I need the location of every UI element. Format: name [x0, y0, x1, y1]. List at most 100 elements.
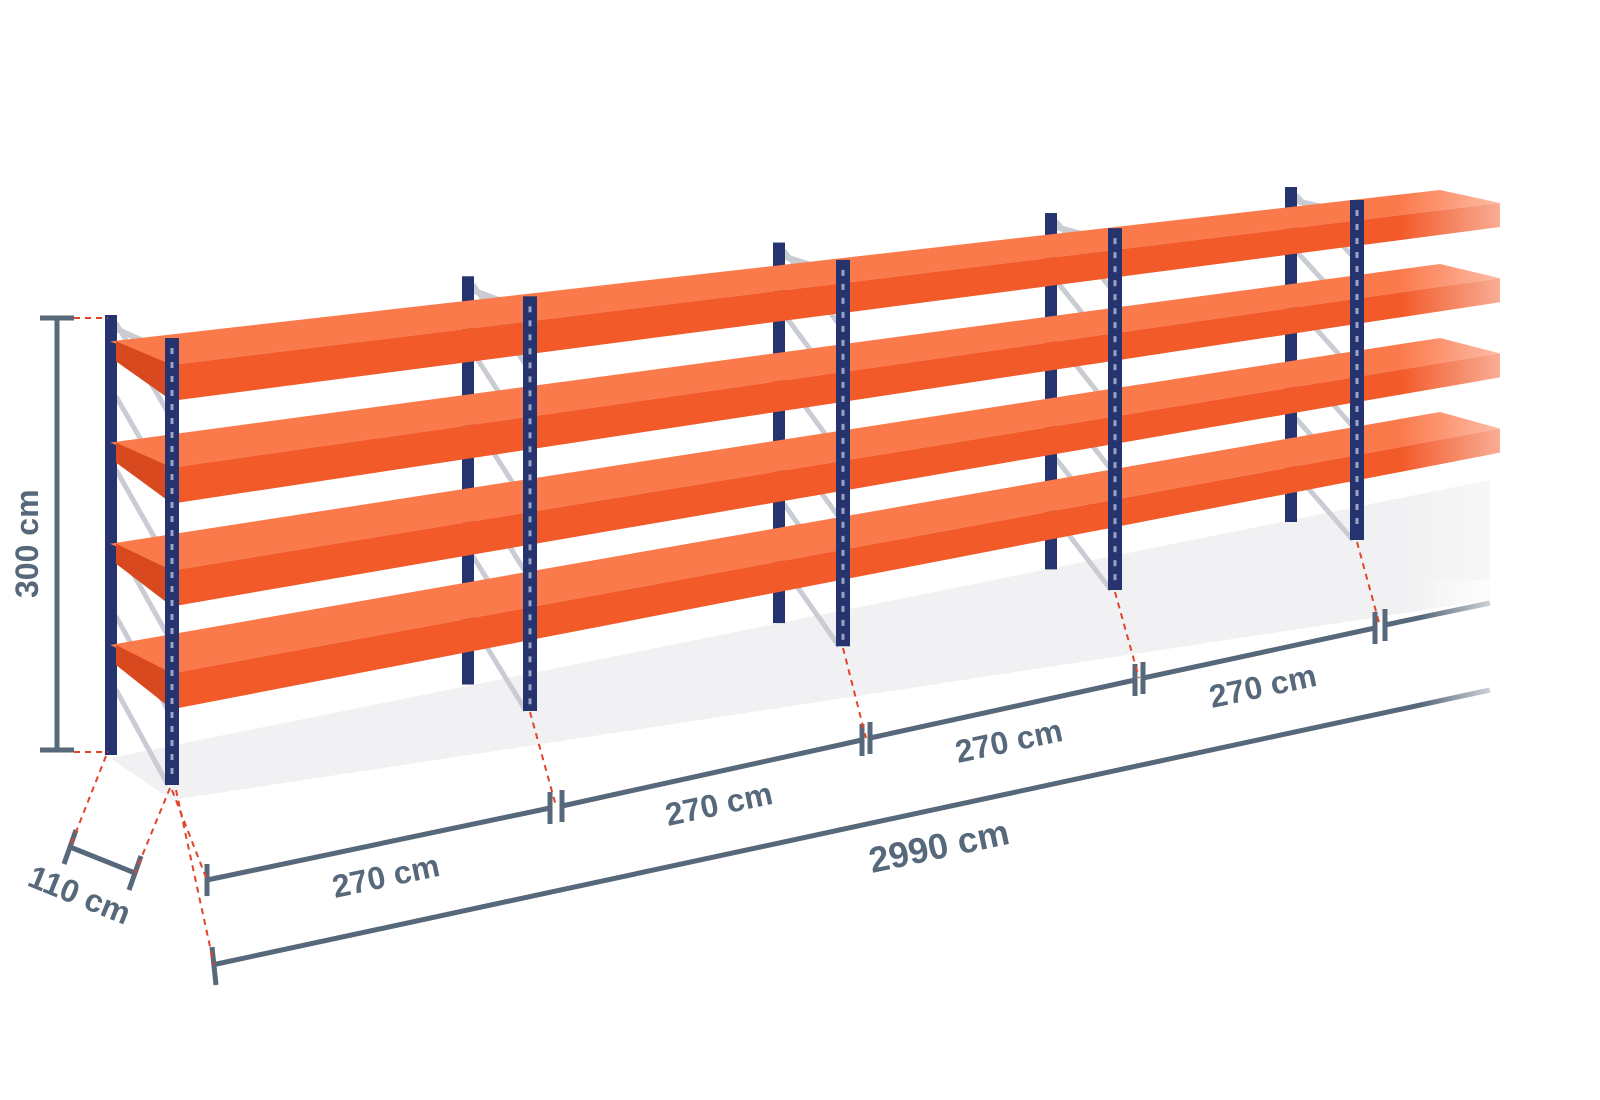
upright-slot	[841, 563, 845, 570]
upright-slot	[1113, 364, 1117, 371]
upright-slot	[170, 642, 174, 648]
upright-slot	[1113, 504, 1117, 511]
upright-slot	[528, 418, 532, 425]
dimension-fade-overlay	[1420, 580, 1520, 730]
upright-slot	[528, 474, 532, 481]
bay-label-4: 270 cm	[1206, 657, 1320, 715]
upright-slot	[1355, 224, 1359, 230]
upright-slot	[1355, 378, 1359, 384]
upright-slot	[170, 474, 174, 480]
shelf-side-beam-level-4	[116, 645, 172, 710]
upright-slot	[528, 670, 532, 677]
bay-label-1: 270 cm	[329, 847, 443, 905]
upright-slot	[170, 516, 174, 522]
leader-dashed-line	[529, 711, 557, 807]
bay-label-2: 270 cm	[662, 775, 776, 833]
upright-slot	[170, 754, 174, 760]
upright-slot	[170, 614, 174, 620]
upright-slot	[170, 376, 174, 382]
upright-slot	[841, 549, 845, 556]
upright-slot	[528, 628, 532, 635]
upright-slot	[528, 516, 532, 523]
shelf-deck-level-3	[110, 337, 1500, 571]
upright-slot	[528, 362, 532, 369]
upright-slot	[170, 768, 174, 774]
upright-slot	[170, 726, 174, 732]
upright-slot	[841, 619, 845, 626]
upright-slot	[1355, 462, 1359, 468]
upright-slot	[528, 334, 532, 341]
upright-slot	[1355, 308, 1359, 314]
upright-slot	[170, 530, 174, 536]
upright-slot	[841, 605, 845, 612]
upright-slot	[528, 376, 532, 383]
upright-slot	[1355, 350, 1359, 356]
upright-slot	[170, 488, 174, 494]
upright-slot	[1113, 490, 1117, 497]
upright-slot	[841, 633, 845, 640]
upright-slot	[1113, 378, 1117, 385]
upright-slot	[1113, 434, 1117, 441]
upright-slot	[1113, 420, 1117, 427]
upright-slot	[1113, 406, 1117, 413]
upright-slot	[841, 577, 845, 584]
upright-slot	[841, 521, 845, 528]
upright-slot	[1113, 476, 1117, 483]
upright-slot	[841, 283, 845, 290]
upright-slot	[841, 465, 845, 472]
upright-slot	[841, 367, 845, 374]
upright-slot	[1355, 504, 1359, 510]
upright-slot	[1113, 462, 1117, 469]
upright-slot	[528, 684, 532, 691]
upright-slot	[1355, 448, 1359, 454]
upright-slot	[841, 507, 845, 514]
upright-slot	[528, 404, 532, 411]
total-tick-left	[209, 946, 219, 986]
upright-slot	[528, 656, 532, 663]
upright-slot	[841, 325, 845, 332]
upright-slot	[1355, 280, 1359, 286]
upright-slot	[1355, 252, 1359, 258]
shelf-side-beam-level-3	[116, 543, 172, 607]
upright-slot	[1355, 476, 1359, 482]
upright-slot	[528, 348, 532, 355]
upright-slot	[170, 362, 174, 368]
upright-slot	[528, 460, 532, 467]
upright-slot	[1113, 448, 1117, 455]
upright-slot	[170, 572, 174, 578]
upright-slot	[528, 642, 532, 649]
upright-slot	[528, 544, 532, 551]
upright-slot	[1355, 406, 1359, 412]
upright-slot	[170, 698, 174, 704]
upright-slot	[170, 558, 174, 564]
upright-slot	[1113, 238, 1117, 245]
upright-slot	[841, 297, 845, 304]
upright-slot	[841, 437, 845, 444]
upright-slot	[170, 460, 174, 466]
upright-slot	[1113, 546, 1117, 553]
upright-slot	[528, 320, 532, 327]
upright-slot	[1355, 294, 1359, 300]
upright-slot	[170, 544, 174, 550]
upright-slot	[170, 600, 174, 606]
upright-slot	[841, 381, 845, 388]
upright-slot	[1113, 336, 1117, 343]
upright-slot	[528, 390, 532, 397]
floor-shadow	[110, 480, 1490, 800]
fade-overlay	[1400, 150, 1600, 650]
upright-slot	[1113, 322, 1117, 329]
upright-slot	[528, 558, 532, 565]
upright-slot	[528, 446, 532, 453]
upright-slot	[170, 628, 174, 634]
upright-slot	[1113, 518, 1117, 525]
bay-label-3: 270 cm	[952, 712, 1066, 770]
leader-dashed-line	[69, 755, 107, 848]
leader-dashed-line	[1356, 541, 1381, 627]
shelf-side-beam-level-2	[116, 442, 172, 504]
upright-slot	[170, 656, 174, 662]
upright-slot	[1355, 266, 1359, 272]
upright-slot	[170, 502, 174, 508]
upright-slot	[841, 269, 845, 276]
